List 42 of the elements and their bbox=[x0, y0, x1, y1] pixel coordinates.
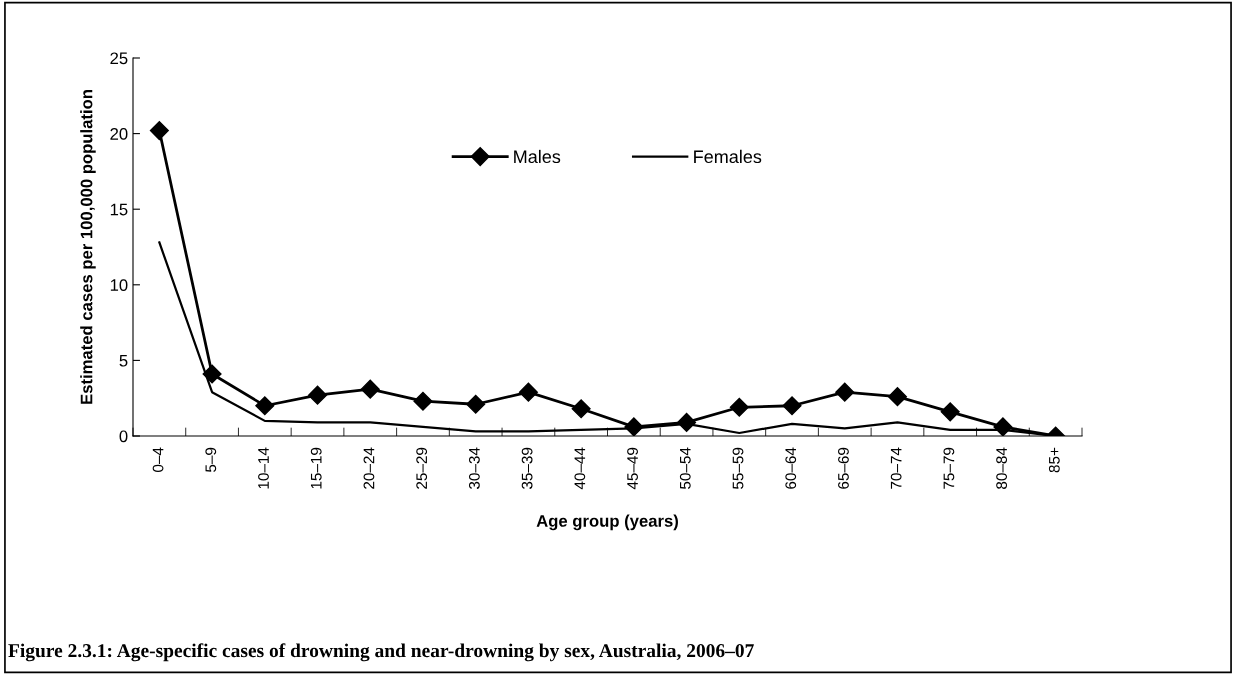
y-axis-title: Estimated cases per 100,000 population bbox=[80, 90, 96, 404]
legend-label: Females bbox=[694, 149, 762, 164]
x-tick-label: 10–14 bbox=[258, 447, 269, 489]
y-tick-label: 25 bbox=[110, 52, 128, 65]
x-tick-label: 75–79 bbox=[943, 447, 955, 489]
x-tick-label: 50–54 bbox=[679, 447, 691, 489]
x-tick-label: 25–29 bbox=[416, 447, 428, 489]
point bbox=[307, 385, 328, 405]
caption: Figure 2.3.1: Age-specific cases of drowning and near-drowning by sex, Australia, 2006–07 bbox=[8, 643, 754, 662]
point bbox=[360, 379, 380, 399]
x-tick-label: 65–69 bbox=[838, 447, 849, 489]
x-tick-label: 35–39 bbox=[521, 447, 533, 490]
y-tick-label: 0 bbox=[119, 430, 128, 443]
x-tick-label: 5–9 bbox=[205, 447, 217, 472]
x-axis-title: Age group (years) bbox=[536, 514, 678, 531]
y-tick-label: 5 bbox=[119, 354, 128, 367]
x-tick-label: 60–64 bbox=[785, 447, 797, 489]
y-tick-label: 20 bbox=[110, 128, 128, 140]
point bbox=[518, 382, 538, 402]
x-tick-label: 40–44 bbox=[574, 447, 586, 490]
x-tick-label: 85+ bbox=[1048, 447, 1060, 473]
x-tick-label: 55–59 bbox=[732, 447, 744, 489]
point bbox=[149, 121, 169, 141]
x-tick-label: 70–74 bbox=[890, 447, 902, 489]
point bbox=[413, 391, 433, 411]
x-tick-label: 15–19 bbox=[310, 447, 322, 489]
y-tick-label: 10 bbox=[110, 279, 128, 291]
point bbox=[835, 382, 855, 402]
x-tick-label: 0–4 bbox=[152, 447, 164, 472]
y-tick-label: 15 bbox=[110, 203, 128, 216]
point bbox=[255, 396, 275, 416]
point bbox=[940, 402, 960, 422]
x-tick-label: 45–49 bbox=[627, 447, 638, 490]
x-tick-label: 80–84 bbox=[996, 447, 1008, 489]
x-tick-label: 20–24 bbox=[363, 447, 375, 489]
point bbox=[782, 396, 802, 416]
point bbox=[887, 387, 908, 407]
x-tick-label: 30–34 bbox=[468, 447, 480, 490]
point bbox=[729, 397, 749, 417]
point bbox=[466, 394, 486, 414]
point bbox=[571, 399, 591, 419]
legend-label: Males bbox=[514, 149, 561, 164]
